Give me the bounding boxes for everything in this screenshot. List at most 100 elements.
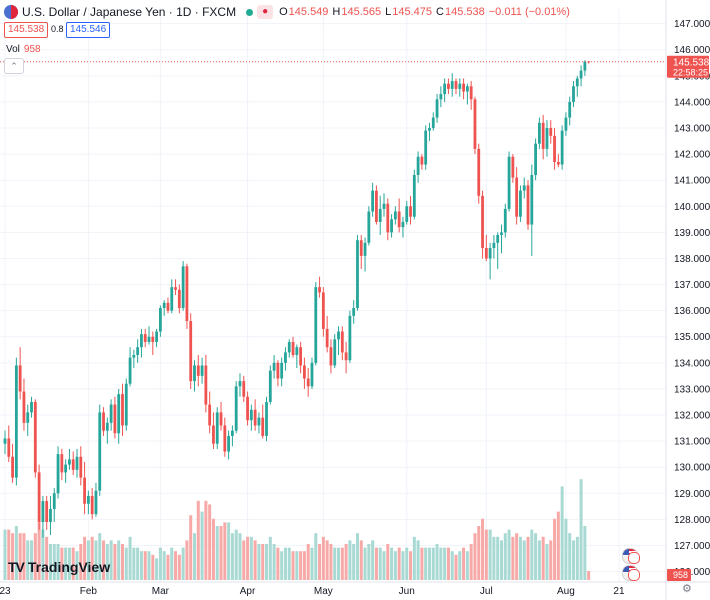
volume-bar bbox=[352, 544, 356, 580]
candle-body bbox=[177, 289, 181, 309]
volume-bar bbox=[462, 547, 466, 580]
volume-bar bbox=[234, 529, 238, 580]
candle-body bbox=[303, 365, 306, 379]
volume-bar bbox=[583, 526, 587, 580]
price-tick-label: 131.000 bbox=[674, 437, 710, 448]
volume-bar bbox=[503, 533, 507, 580]
bell-icon[interactable]: ● bbox=[257, 5, 274, 19]
volume-bar bbox=[11, 533, 15, 580]
candle-body bbox=[458, 83, 462, 89]
candle-body bbox=[537, 122, 541, 144]
volume-bar bbox=[469, 544, 473, 580]
volume-bar bbox=[371, 540, 375, 580]
price-tick-label: 146.000 bbox=[674, 45, 710, 56]
candle-body bbox=[462, 83, 465, 92]
candle-body bbox=[556, 161, 560, 165]
volume-bar bbox=[306, 544, 310, 580]
candle-body bbox=[450, 81, 454, 89]
volume-bar bbox=[318, 544, 322, 580]
candle-body bbox=[166, 302, 170, 311]
candle-body bbox=[515, 177, 519, 217]
last-price-tag bbox=[667, 55, 709, 78]
volume-bar bbox=[253, 540, 257, 580]
price-tick-label: 140.000 bbox=[674, 202, 710, 213]
volume-bar bbox=[545, 544, 549, 580]
candle-body bbox=[261, 417, 265, 436]
candle-body bbox=[488, 248, 492, 259]
volume-bar bbox=[177, 554, 181, 580]
candle-body bbox=[265, 401, 268, 436]
volume-bar bbox=[33, 533, 37, 580]
time-tick-label: Aug bbox=[557, 586, 575, 597]
volume-bar bbox=[348, 540, 352, 580]
volume-bar bbox=[193, 533, 196, 580]
candle-body bbox=[231, 430, 234, 436]
candle-body bbox=[7, 438, 11, 457]
volume-label: Vol bbox=[6, 44, 20, 55]
candle-body bbox=[481, 195, 484, 249]
volume-bar bbox=[276, 547, 280, 580]
volume-bar bbox=[272, 544, 276, 580]
candle-body bbox=[299, 347, 303, 366]
candle-body bbox=[196, 365, 200, 376]
volume-bar bbox=[189, 515, 193, 580]
buy-button[interactable]: 145.546 bbox=[66, 22, 111, 38]
volume-legend: Vol 958 bbox=[6, 44, 41, 55]
volume-bar bbox=[534, 533, 538, 580]
candle-body bbox=[405, 206, 409, 222]
candle-body bbox=[276, 362, 280, 379]
candle-body bbox=[105, 422, 109, 431]
candle-body bbox=[185, 266, 189, 322]
volume-bar bbox=[185, 540, 189, 580]
volume-bar bbox=[355, 533, 359, 580]
candle-body bbox=[219, 412, 223, 426]
candle-body bbox=[284, 352, 287, 363]
price-tick-label: 143.000 bbox=[674, 124, 710, 135]
candlesticks bbox=[3, 60, 591, 538]
spread-value: 0.8 bbox=[48, 22, 67, 36]
tradingview-logo[interactable]: TV TradingView bbox=[8, 557, 110, 577]
candle-body bbox=[18, 365, 22, 392]
volume-bar bbox=[60, 547, 64, 580]
volume-bar bbox=[382, 551, 386, 580]
candle-body bbox=[280, 362, 284, 379]
volume-bar bbox=[477, 526, 481, 580]
candle-body bbox=[200, 365, 204, 376]
gear-icon[interactable]: ⚙ bbox=[682, 583, 692, 595]
candle-body bbox=[158, 308, 162, 332]
candle-body bbox=[534, 143, 537, 175]
candle-body bbox=[420, 156, 424, 165]
volume-bar bbox=[45, 536, 49, 580]
candle-body bbox=[174, 287, 177, 290]
candle-body bbox=[553, 135, 556, 162]
volume-bar bbox=[560, 486, 564, 580]
candle-body bbox=[356, 240, 359, 309]
volume-bar bbox=[105, 544, 109, 580]
candle-body bbox=[507, 156, 511, 209]
candle-body bbox=[98, 412, 102, 491]
candle-body bbox=[428, 128, 431, 131]
collapse-legend-button[interactable]: ⌃ bbox=[4, 58, 24, 74]
price-tick-label: 136.000 bbox=[674, 306, 710, 317]
sell-button[interactable]: 145.538 bbox=[4, 22, 49, 38]
candle-body bbox=[572, 86, 575, 102]
volume-bar bbox=[113, 544, 117, 580]
volume-bar bbox=[26, 540, 30, 580]
candle-body bbox=[181, 266, 185, 309]
volume-bar bbox=[174, 551, 178, 580]
candle-body bbox=[390, 219, 393, 233]
volume-bar bbox=[162, 551, 166, 580]
volume-bar bbox=[409, 551, 413, 580]
volume-bar bbox=[242, 540, 246, 580]
volume-bar bbox=[390, 547, 394, 580]
price-tick-label: 139.000 bbox=[674, 228, 710, 239]
event-badge-icon bbox=[628, 552, 640, 564]
volume-bar bbox=[147, 551, 151, 580]
candle-body bbox=[143, 334, 147, 342]
candle-body bbox=[424, 130, 428, 165]
symbol-title[interactable]: U.S. Dollar / Japanese Yen · 1D · FXCM bbox=[22, 5, 237, 19]
candle-body bbox=[113, 404, 117, 434]
volume-bar bbox=[378, 547, 382, 580]
volume-bar bbox=[393, 551, 397, 580]
